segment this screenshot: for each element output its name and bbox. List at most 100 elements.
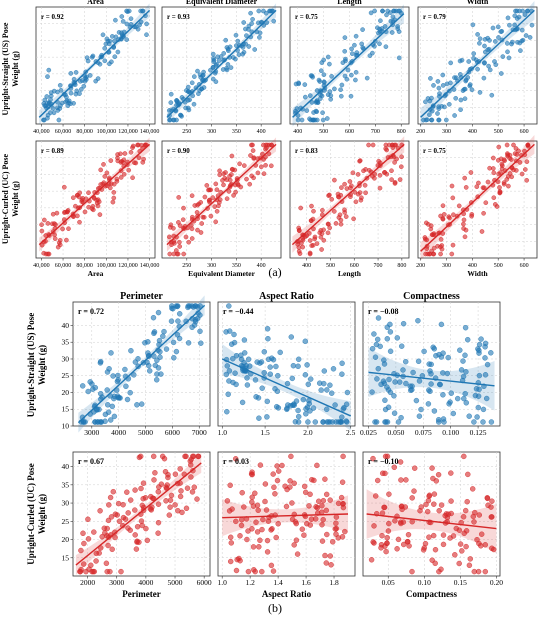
data-point bbox=[273, 363, 279, 370]
data-point bbox=[305, 419, 311, 425]
data-point bbox=[489, 498, 495, 504]
data-point bbox=[99, 534, 105, 540]
x-tick-label: 400 bbox=[293, 129, 302, 135]
data-point bbox=[256, 544, 262, 550]
data-point bbox=[325, 221, 331, 227]
data-point bbox=[482, 340, 489, 347]
data-point bbox=[294, 551, 301, 557]
data-point bbox=[461, 453, 467, 460]
data-point bbox=[325, 419, 332, 425]
panel-title: Aspect Ratio bbox=[259, 291, 314, 302]
data-point bbox=[298, 205, 304, 211]
data-point bbox=[307, 93, 313, 98]
data-point bbox=[328, 97, 334, 102]
data-point bbox=[275, 405, 282, 411]
data-point bbox=[296, 356, 302, 362]
data-point bbox=[57, 83, 63, 88]
x-axis-label: Compactness bbox=[406, 589, 457, 599]
data-point bbox=[226, 48, 231, 54]
data-point bbox=[264, 414, 270, 420]
data-point bbox=[340, 406, 346, 412]
data-point bbox=[471, 51, 477, 56]
data-point bbox=[128, 149, 134, 155]
data-point bbox=[463, 543, 469, 550]
data-point bbox=[396, 8, 401, 14]
data-point bbox=[383, 146, 389, 151]
data-point bbox=[378, 18, 383, 24]
data-point bbox=[233, 518, 239, 525]
data-point bbox=[118, 568, 124, 575]
regression-line bbox=[38, 143, 151, 246]
data-point bbox=[268, 562, 275, 569]
data-point bbox=[320, 498, 327, 504]
data-point bbox=[138, 518, 145, 524]
data-point bbox=[124, 37, 129, 42]
data-point bbox=[140, 480, 147, 486]
x-tick-label: 60,000 bbox=[55, 129, 72, 135]
data-point bbox=[312, 419, 318, 425]
data-point bbox=[189, 236, 195, 241]
data-point bbox=[97, 212, 103, 217]
correlation-label: r = 0.67 bbox=[78, 457, 104, 466]
data-point bbox=[155, 365, 162, 371]
data-point bbox=[161, 328, 167, 335]
x-tick-label: 1.2 bbox=[245, 578, 255, 587]
x-tick-label: 1.8 bbox=[329, 578, 339, 587]
data-point bbox=[370, 455, 376, 462]
data-point bbox=[270, 357, 277, 363]
data-point bbox=[122, 151, 128, 156]
data-point bbox=[138, 401, 145, 407]
correlation-label: r = −0.44 bbox=[223, 307, 254, 316]
data-point bbox=[156, 337, 163, 344]
data-point bbox=[152, 470, 158, 476]
data-point bbox=[423, 117, 429, 123]
data-point bbox=[237, 558, 243, 564]
data-point bbox=[453, 96, 459, 101]
data-point bbox=[320, 517, 326, 523]
data-point bbox=[339, 479, 346, 485]
data-point bbox=[456, 527, 463, 533]
data-point bbox=[333, 221, 339, 226]
x-tick-label: 2.5 bbox=[346, 428, 356, 437]
data-point bbox=[496, 35, 501, 40]
data-point bbox=[68, 101, 73, 106]
data-point bbox=[475, 66, 480, 72]
data-point bbox=[122, 366, 128, 373]
data-point bbox=[324, 491, 330, 498]
data-point bbox=[241, 504, 247, 510]
data-point bbox=[440, 231, 446, 236]
y-tick-label: 30 bbox=[62, 354, 70, 363]
data-point bbox=[316, 77, 322, 83]
data-point bbox=[452, 113, 457, 118]
data-point bbox=[391, 154, 397, 160]
data-point bbox=[409, 495, 415, 501]
data-point bbox=[305, 381, 311, 387]
data-point bbox=[237, 533, 243, 539]
data-point bbox=[303, 411, 309, 417]
data-point bbox=[202, 194, 208, 200]
data-point bbox=[525, 8, 530, 14]
data-point bbox=[253, 519, 259, 525]
data-point bbox=[446, 102, 452, 107]
x-tick-label: 1.0 bbox=[218, 428, 228, 437]
data-point bbox=[272, 491, 278, 497]
data-point bbox=[261, 8, 266, 14]
correlation-label: r = 0.83 bbox=[295, 147, 318, 155]
data-point bbox=[499, 161, 505, 167]
data-point bbox=[120, 19, 126, 24]
data-point bbox=[324, 387, 330, 393]
data-point bbox=[453, 75, 459, 80]
data-point bbox=[284, 380, 291, 387]
data-point bbox=[223, 37, 228, 43]
data-point bbox=[68, 90, 74, 96]
data-point bbox=[210, 195, 215, 200]
data-point bbox=[320, 110, 325, 115]
data-point bbox=[84, 77, 89, 82]
data-point bbox=[77, 219, 82, 225]
data-point bbox=[58, 88, 64, 93]
data-point bbox=[163, 346, 170, 352]
data-point bbox=[139, 502, 146, 509]
data-point bbox=[384, 419, 391, 425]
x-tick-label: 600 bbox=[520, 129, 529, 135]
data-point bbox=[42, 217, 47, 223]
